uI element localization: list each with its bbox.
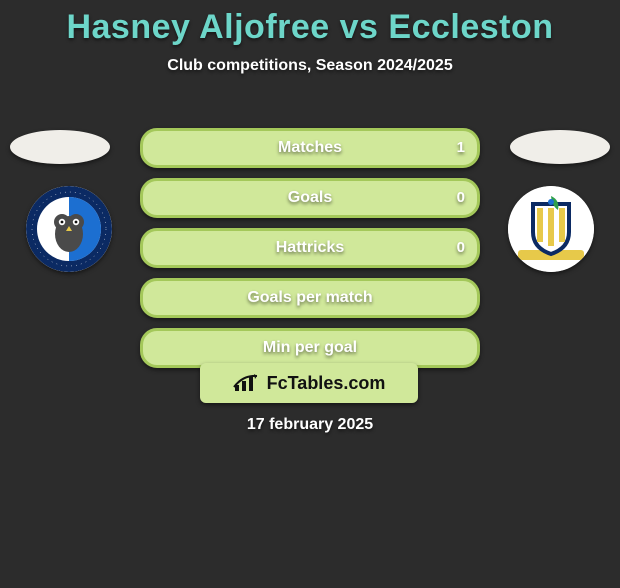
stat-pill-matches: Matches 1: [140, 128, 480, 168]
stat-label: Goals per match: [143, 281, 477, 315]
footer-date: 17 february 2025: [0, 416, 620, 434]
brand-text: FcTables.com: [267, 373, 386, 394]
stat-right-value: 1: [457, 131, 465, 165]
fctables-brand-chip: FcTables.com: [200, 363, 418, 403]
stat-label: Hattricks: [143, 231, 477, 265]
stat-pill-hattricks: Hattricks 0: [140, 228, 480, 268]
stat-pill-goals-per-match: Goals per match: [140, 278, 480, 318]
club-crest-right: [508, 186, 594, 272]
player-photo-left: [10, 130, 110, 164]
page-title: Hasney Aljofree vs Eccleston: [0, 8, 620, 47]
stat-label: Min per goal: [143, 331, 477, 365]
stat-pill-min-per-goal: Min per goal: [140, 328, 480, 368]
oldham-athletic-crest-icon: [26, 186, 112, 272]
sutton-united-crest-icon: [508, 186, 594, 272]
club-crest-left: [26, 186, 112, 272]
stat-pill-goals: Goals 0: [140, 178, 480, 218]
page-subtitle: Club competitions, Season 2024/2025: [0, 57, 620, 75]
stat-label: Goals: [143, 181, 477, 215]
stat-right-value: 0: [457, 231, 465, 265]
player-photo-right: [510, 130, 610, 164]
stats-column: Matches 1 Goals 0 Hattricks 0 Goals per …: [140, 128, 480, 378]
stat-right-value: 0: [457, 181, 465, 215]
stat-label: Matches: [143, 131, 477, 165]
bar-chart-icon: [233, 373, 261, 393]
